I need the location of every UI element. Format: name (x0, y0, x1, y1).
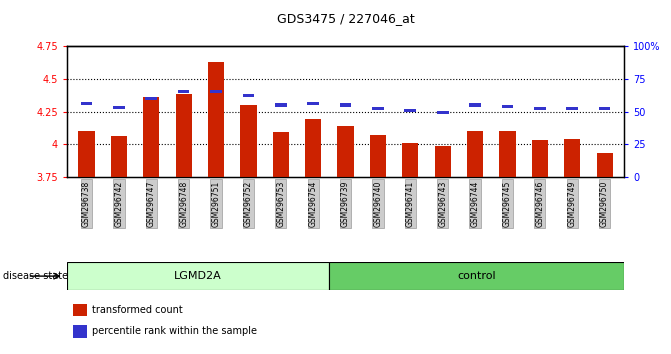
Bar (272, 132, 289, 177)
Text: GSM296742: GSM296742 (115, 181, 123, 227)
Bar (338, 126, 354, 177)
Text: GSM296753: GSM296753 (276, 181, 285, 227)
Text: GSM296740: GSM296740 (374, 181, 382, 227)
Bar (467, 131, 483, 177)
Text: percentile rank within the sample: percentile rank within the sample (92, 326, 257, 336)
Text: GSM296746: GSM296746 (535, 181, 544, 227)
Bar (240, 105, 256, 177)
Bar (402, 143, 419, 177)
Bar (305, 119, 321, 177)
Bar (146, 97, 157, 100)
Bar (79, 131, 95, 177)
Text: GSM296745: GSM296745 (503, 181, 512, 227)
Bar (329, 262, 624, 290)
Bar (210, 90, 222, 93)
Text: transformed count: transformed count (92, 305, 183, 315)
Bar (178, 90, 189, 93)
Bar (72, 304, 87, 316)
Text: control: control (458, 271, 496, 281)
Bar (435, 145, 451, 177)
Text: GSM296739: GSM296739 (341, 181, 350, 227)
Bar (564, 139, 580, 177)
Bar (143, 97, 160, 177)
Text: GSM296748: GSM296748 (179, 181, 188, 227)
Text: disease state: disease state (3, 271, 68, 281)
Bar (566, 107, 578, 110)
Bar (275, 103, 287, 107)
Bar (176, 95, 192, 177)
Bar (81, 102, 93, 105)
Text: GSM296749: GSM296749 (568, 181, 576, 227)
Bar (597, 153, 613, 177)
Text: GSM296752: GSM296752 (244, 181, 253, 227)
Text: GSM296744: GSM296744 (470, 181, 480, 227)
Bar (340, 103, 352, 107)
Bar (437, 111, 448, 114)
Text: GSM296738: GSM296738 (82, 181, 91, 227)
Bar (113, 106, 125, 109)
Bar (111, 136, 127, 177)
Text: GDS3475 / 227046_at: GDS3475 / 227046_at (276, 12, 415, 25)
Text: GSM296741: GSM296741 (406, 181, 415, 227)
Bar (372, 107, 384, 110)
Text: GSM296743: GSM296743 (438, 181, 447, 227)
Bar (370, 135, 386, 177)
Bar (499, 131, 515, 177)
Bar (502, 105, 513, 108)
Bar (307, 102, 319, 105)
Bar (534, 107, 546, 110)
Text: GSM296750: GSM296750 (600, 181, 609, 227)
Bar (405, 109, 416, 112)
Text: GSM296754: GSM296754 (309, 181, 317, 227)
Bar (599, 107, 611, 110)
Bar (531, 140, 548, 177)
Text: GSM296747: GSM296747 (147, 181, 156, 227)
Bar (243, 94, 254, 97)
Bar (72, 325, 87, 338)
Text: GSM296751: GSM296751 (211, 181, 221, 227)
Text: LGMD2A: LGMD2A (174, 271, 222, 281)
Bar (208, 62, 224, 177)
Bar (469, 103, 481, 107)
Bar (67, 262, 329, 290)
